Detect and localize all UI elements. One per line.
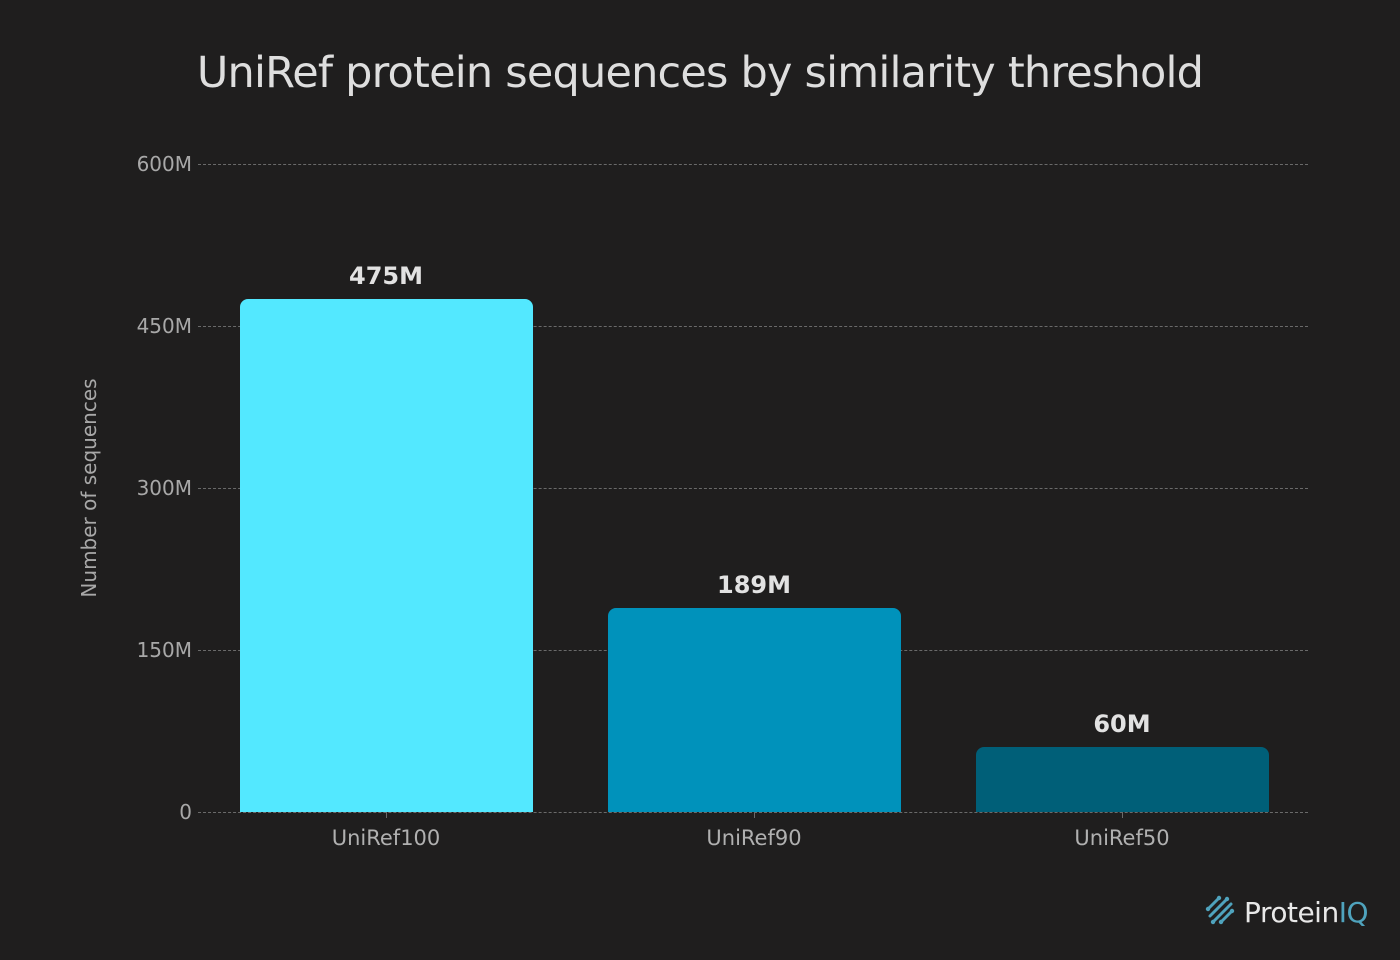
brand-name-accent: IQ — [1338, 895, 1369, 929]
brand-name-main: Protein — [1244, 895, 1339, 929]
bar-uniref50[interactable] — [976, 747, 1269, 812]
y-tick-label: 300M — [136, 476, 192, 500]
gridline-600m — [198, 164, 1308, 165]
y-tick-label: 150M — [136, 638, 192, 662]
bar-value-label: 475M — [349, 262, 423, 290]
bar-uniref100[interactable] — [240, 299, 533, 812]
x-tick-mark — [1122, 812, 1123, 818]
y-tick-label: 0 — [179, 800, 192, 824]
gridline-450m — [198, 326, 1308, 327]
gridline-300m — [198, 488, 1308, 489]
y-tick-label: 450M — [136, 314, 192, 338]
bar-value-label: 189M — [717, 571, 791, 599]
brand-name: ProteinIQ — [1244, 896, 1368, 929]
x-tick-label: UniRef50 — [1074, 826, 1170, 850]
plot-area: 600M 450M 300M 150M 0 475M UniRef100 189… — [137, 152, 1308, 850]
y-tick-label: 600M — [136, 152, 192, 176]
gridline-0 — [198, 812, 1308, 813]
bar-uniref90[interactable] — [608, 608, 901, 812]
bar-value-label: 60M — [1093, 710, 1151, 738]
x-tick-mark — [386, 812, 387, 818]
x-tick-label: UniRef100 — [331, 826, 441, 850]
brand-logo: ProteinIQ — [1204, 894, 1369, 930]
x-tick-label: UniRef90 — [706, 826, 802, 850]
chart-title: UniRef protein sequences by similarity t… — [196, 48, 1204, 98]
x-tick-mark — [754, 812, 755, 818]
protein-molecule-icon — [1204, 894, 1236, 930]
